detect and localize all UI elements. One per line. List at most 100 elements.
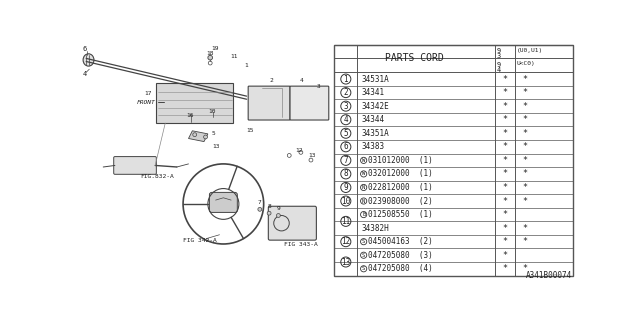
Text: S: S — [362, 239, 365, 244]
Text: W: W — [362, 158, 365, 163]
Text: *: * — [502, 115, 508, 124]
Text: *: * — [502, 75, 508, 84]
Text: *: * — [502, 142, 508, 151]
Text: *: * — [522, 75, 527, 84]
Text: 047205080  (3): 047205080 (3) — [367, 251, 432, 260]
Text: 34342E: 34342E — [362, 102, 389, 111]
Text: 2: 2 — [344, 88, 348, 97]
FancyBboxPatch shape — [290, 86, 329, 120]
Text: 17: 17 — [145, 91, 152, 96]
Text: 4: 4 — [83, 71, 86, 77]
Text: *: * — [502, 224, 508, 233]
Text: 10: 10 — [208, 109, 216, 114]
Text: 34344: 34344 — [362, 115, 385, 124]
Text: *: * — [522, 224, 527, 233]
Polygon shape — [189, 131, 208, 141]
Text: *: * — [522, 183, 527, 192]
Text: 023908000  (2): 023908000 (2) — [367, 196, 432, 205]
Text: S: S — [362, 266, 365, 271]
Text: 3: 3 — [316, 84, 320, 89]
Text: *: * — [502, 237, 508, 246]
Text: 10: 10 — [341, 196, 351, 205]
FancyBboxPatch shape — [114, 156, 156, 174]
Text: 16: 16 — [186, 113, 194, 118]
Circle shape — [267, 211, 271, 215]
Text: U<C0): U<C0) — [516, 61, 535, 67]
Text: *: * — [502, 196, 508, 205]
Circle shape — [276, 213, 280, 217]
Text: FIG.832-A: FIG.832-A — [140, 174, 174, 180]
Text: FRONT: FRONT — [136, 100, 156, 105]
Text: B: B — [362, 212, 365, 217]
Text: 13: 13 — [212, 144, 220, 149]
Text: *: * — [522, 129, 527, 138]
Text: 19: 19 — [211, 46, 218, 51]
Text: 11: 11 — [230, 54, 238, 59]
Text: *: * — [502, 183, 508, 192]
FancyBboxPatch shape — [209, 192, 237, 212]
Text: 032012000  (1): 032012000 (1) — [367, 169, 432, 179]
Text: *: * — [522, 142, 527, 151]
Text: *: * — [502, 169, 508, 179]
Text: 047205080  (4): 047205080 (4) — [367, 264, 432, 273]
Text: FIG 343-A: FIG 343-A — [284, 242, 317, 247]
Text: N: N — [362, 198, 365, 204]
Text: *: * — [502, 251, 508, 260]
Text: 4: 4 — [497, 67, 501, 73]
Text: 5: 5 — [344, 129, 348, 138]
Text: *: * — [522, 102, 527, 111]
Text: 4: 4 — [300, 78, 304, 83]
Circle shape — [208, 55, 212, 60]
Text: 012508550  (1): 012508550 (1) — [367, 210, 432, 219]
Text: *: * — [502, 156, 508, 165]
Text: 34383: 34383 — [362, 142, 385, 151]
Text: 3: 3 — [344, 102, 348, 111]
Text: FIG 342-A: FIG 342-A — [183, 238, 217, 243]
Text: 2: 2 — [269, 78, 273, 83]
Text: 8: 8 — [268, 204, 271, 209]
Text: *: * — [522, 88, 527, 97]
Text: *: * — [502, 102, 508, 111]
Text: W: W — [362, 172, 365, 176]
Text: *: * — [522, 169, 527, 179]
Circle shape — [193, 133, 196, 137]
Text: 045004163  (2): 045004163 (2) — [367, 237, 432, 246]
Text: 4: 4 — [344, 115, 348, 124]
Circle shape — [204, 135, 207, 139]
Text: *: * — [502, 210, 508, 219]
Text: 9: 9 — [497, 48, 501, 54]
Text: 12: 12 — [296, 148, 303, 153]
Text: *: * — [522, 264, 527, 273]
Text: 022812000  (1): 022812000 (1) — [367, 183, 432, 192]
Bar — [156, 83, 234, 123]
Text: *: * — [522, 115, 527, 124]
Text: 13: 13 — [308, 153, 316, 158]
Text: 18: 18 — [206, 51, 214, 56]
Bar — [334, 44, 573, 276]
FancyBboxPatch shape — [248, 86, 290, 120]
Text: N: N — [362, 185, 365, 190]
Text: 7: 7 — [344, 156, 348, 165]
Text: *: * — [522, 156, 527, 165]
Text: 34382H: 34382H — [362, 224, 389, 233]
Text: 3: 3 — [497, 53, 501, 59]
Text: 6: 6 — [344, 142, 348, 151]
Text: 9: 9 — [276, 206, 280, 211]
Text: 6: 6 — [83, 46, 86, 52]
Text: 7: 7 — [258, 200, 262, 205]
Text: 11: 11 — [341, 217, 351, 226]
Text: *: * — [502, 264, 508, 273]
Text: *: * — [502, 88, 508, 97]
Text: 34531A: 34531A — [362, 75, 389, 84]
Text: 9: 9 — [497, 62, 501, 68]
Text: *: * — [522, 196, 527, 205]
Text: 15: 15 — [246, 128, 253, 133]
Text: *: * — [502, 129, 508, 138]
Text: A341B00074: A341B00074 — [526, 271, 572, 280]
Text: (U0,U1): (U0,U1) — [516, 48, 543, 53]
Circle shape — [258, 207, 262, 211]
Text: 9: 9 — [344, 183, 348, 192]
Text: 031012000  (1): 031012000 (1) — [367, 156, 432, 165]
Text: 13: 13 — [341, 258, 351, 267]
Text: PARTS CORD: PARTS CORD — [385, 53, 444, 63]
